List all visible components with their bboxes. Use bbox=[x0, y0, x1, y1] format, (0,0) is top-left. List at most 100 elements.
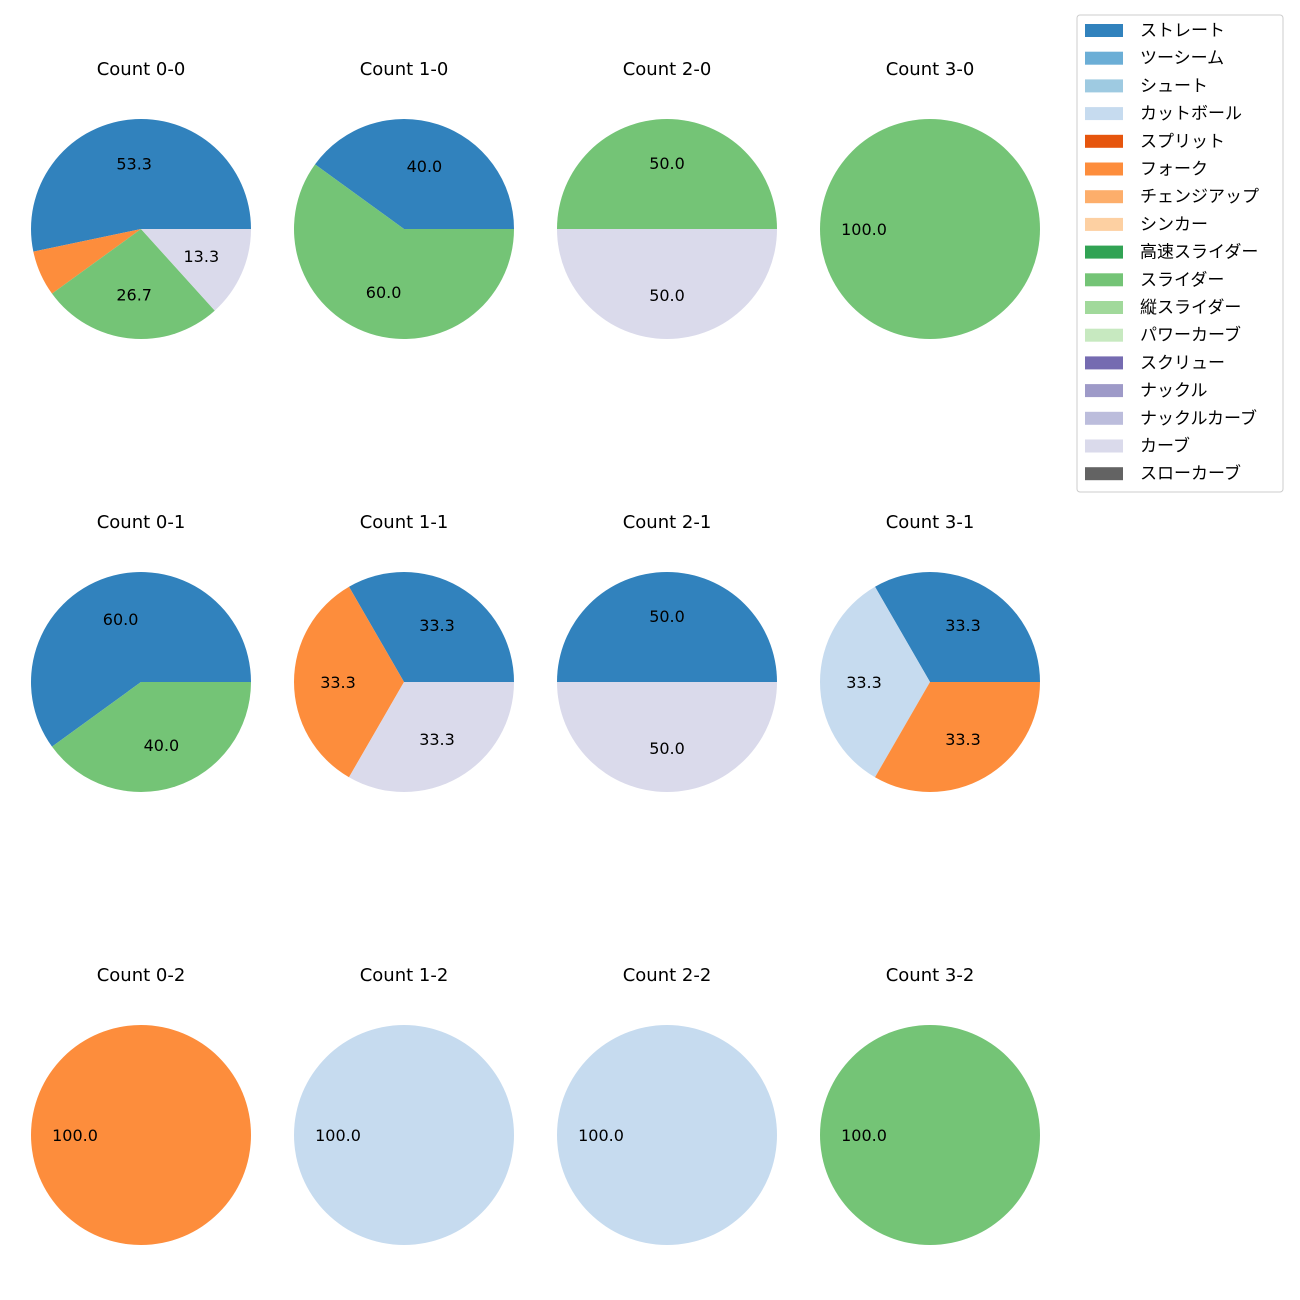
pie-slice bbox=[31, 1025, 251, 1245]
pie-chart: Count 2-0 50.0 50.0 bbox=[557, 59, 777, 339]
slice-value-label: 26.7 bbox=[116, 286, 152, 305]
pie-slice bbox=[33, 229, 141, 294]
slice-value-label: 100.0 bbox=[578, 1126, 624, 1145]
pie-slice bbox=[875, 572, 1040, 682]
legend-swatch bbox=[1085, 190, 1123, 204]
pie-chart: Count 3-0 100.0 bbox=[820, 59, 1040, 339]
slice-value-label: 33.3 bbox=[846, 673, 882, 692]
slice-value-label: 40.0 bbox=[144, 736, 180, 755]
pie-slice bbox=[875, 682, 1040, 792]
pie-title: Count 1-0 bbox=[360, 59, 449, 80]
legend-entry: シンカー bbox=[1085, 215, 1208, 235]
legend-entry: ストレート bbox=[1085, 21, 1225, 41]
pie-title: Count 3-2 bbox=[886, 965, 975, 986]
slice-value-label: 33.3 bbox=[945, 730, 981, 749]
legend-label: 高速スライダー bbox=[1140, 243, 1258, 263]
slice-value-label: 50.0 bbox=[649, 154, 685, 173]
legend-swatch bbox=[1085, 328, 1123, 342]
legend-label: カーブ bbox=[1140, 436, 1190, 457]
pie-slice bbox=[30, 572, 251, 747]
legend-swatch bbox=[1085, 79, 1123, 93]
legend-entry: ナックルカーブ bbox=[1085, 408, 1257, 429]
legend-swatch bbox=[1085, 162, 1123, 176]
legend-entry: ナックル bbox=[1085, 381, 1208, 401]
legend-entry: シュート bbox=[1085, 76, 1208, 96]
pie-chart: Count 3-2 100.0 bbox=[820, 965, 1040, 1245]
slice-value-label: 60.0 bbox=[103, 610, 139, 629]
legend-label: パワーカーブ bbox=[1140, 325, 1241, 346]
pie-slice bbox=[141, 229, 251, 311]
pie-title: Count 3-1 bbox=[886, 512, 975, 533]
pie-chart: Count 0-0 53.3 26.7 13.3 bbox=[30, 59, 251, 339]
pie-chart: Count 1-1 33.3 33.3 33.3 bbox=[293, 512, 514, 792]
legend-swatch bbox=[1085, 356, 1123, 370]
legend-entry: チェンジアップ bbox=[1085, 187, 1259, 207]
pie-slice bbox=[557, 572, 777, 682]
legend-label: チェンジアップ bbox=[1140, 187, 1259, 207]
pie-title: Count 0-0 bbox=[97, 59, 186, 80]
pie-slice bbox=[820, 119, 1040, 339]
pie-slice bbox=[349, 572, 514, 682]
slice-value-label: 100.0 bbox=[841, 1126, 887, 1145]
legend: ストレートツーシームシュートカットボールスプリットフォークチェンジアップシンカー… bbox=[1076, 14, 1284, 493]
legend-swatch bbox=[1085, 51, 1123, 65]
legend-entry: カットボール bbox=[1085, 104, 1242, 124]
legend-entry: スローカーブ bbox=[1085, 463, 1241, 484]
legend-entry: スクリュー bbox=[1085, 353, 1225, 373]
legend-swatch bbox=[1085, 273, 1123, 287]
legend-entry: ツーシーム bbox=[1085, 49, 1224, 69]
legend-label: シンカー bbox=[1140, 215, 1208, 235]
pie-title: Count 0-1 bbox=[97, 512, 186, 533]
legend-label: スローカーブ bbox=[1140, 463, 1241, 484]
legend-swatch bbox=[1085, 467, 1123, 481]
pie-title: Count 1-1 bbox=[360, 512, 449, 533]
legend-label: シュート bbox=[1140, 76, 1208, 96]
legend-frame bbox=[1076, 14, 1284, 493]
legend-entry: スライダー bbox=[1085, 270, 1224, 290]
pie-chart: Count 0-2 100.0 bbox=[31, 965, 251, 1245]
legend-entry: フォーク bbox=[1085, 160, 1208, 180]
slice-value-label: 33.3 bbox=[419, 616, 455, 635]
pie-slice bbox=[52, 682, 251, 793]
legend-swatch bbox=[1085, 107, 1123, 121]
legend-items: ストレートツーシームシュートカットボールスプリットフォークチェンジアップシンカー… bbox=[1085, 21, 1259, 484]
pie-chart: Count 1-0 40.0 60.0 bbox=[293, 59, 514, 340]
legend-entry: カーブ bbox=[1085, 436, 1190, 457]
pie-title: Count 0-2 bbox=[97, 965, 186, 986]
legend-entry: パワーカーブ bbox=[1085, 325, 1241, 346]
slice-value-label: 50.0 bbox=[649, 607, 685, 626]
legend-swatch bbox=[1085, 384, 1123, 398]
legend-label: ツーシーム bbox=[1140, 49, 1224, 69]
pie-slice bbox=[557, 1025, 777, 1245]
pie-slice bbox=[52, 229, 215, 339]
legend-swatch bbox=[1085, 24, 1123, 37]
pie-title: Count 1-2 bbox=[360, 965, 449, 986]
slice-value-label: 100.0 bbox=[52, 1126, 98, 1145]
pie-slice bbox=[30, 118, 251, 252]
pie-slice bbox=[315, 119, 514, 229]
legend-swatch bbox=[1085, 301, 1123, 314]
slice-value-label: 50.0 bbox=[649, 739, 685, 758]
slice-value-label: 33.3 bbox=[320, 673, 356, 692]
pie-slice bbox=[557, 119, 777, 229]
pie-title: Count 3-0 bbox=[886, 59, 975, 80]
legend-swatch bbox=[1085, 217, 1123, 231]
legend-swatch bbox=[1085, 411, 1123, 425]
slice-value-label: 50.0 bbox=[649, 286, 685, 305]
slice-value-label: 60.0 bbox=[366, 283, 402, 302]
pie-chart: Count 0-1 60.0 40.0 bbox=[30, 512, 251, 793]
legend-swatch bbox=[1085, 134, 1123, 148]
slice-value-label: 100.0 bbox=[315, 1126, 361, 1145]
pie-chart: Count 2-1 50.0 50.0 bbox=[557, 512, 777, 792]
pie-slice bbox=[293, 164, 514, 340]
slice-value-label: 40.0 bbox=[407, 157, 443, 176]
pie-slice bbox=[349, 682, 514, 792]
pie-slice bbox=[294, 1025, 514, 1245]
legend-swatch bbox=[1085, 245, 1123, 259]
legend-label: ナックルカーブ bbox=[1140, 408, 1257, 429]
legend-entry: スプリット bbox=[1085, 132, 1225, 152]
legend-swatch bbox=[1085, 439, 1123, 453]
pie-title: Count 2-1 bbox=[623, 512, 712, 533]
